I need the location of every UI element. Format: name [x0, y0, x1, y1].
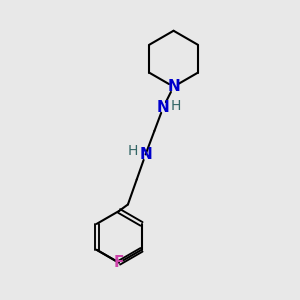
Text: N: N	[167, 79, 180, 94]
Text: H: H	[170, 99, 181, 113]
Text: N: N	[139, 147, 152, 162]
Text: F: F	[114, 255, 124, 270]
Text: H: H	[128, 144, 138, 158]
Text: N: N	[157, 100, 169, 115]
